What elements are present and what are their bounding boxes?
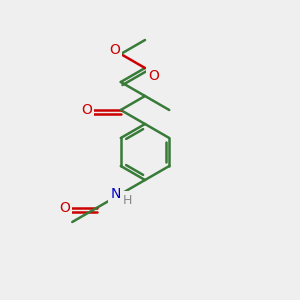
Text: O: O [81, 103, 92, 117]
Text: N: N [111, 187, 121, 201]
Text: O: O [148, 69, 159, 83]
Text: H: H [123, 194, 132, 206]
Text: O: O [109, 43, 120, 57]
Text: O: O [59, 201, 70, 215]
